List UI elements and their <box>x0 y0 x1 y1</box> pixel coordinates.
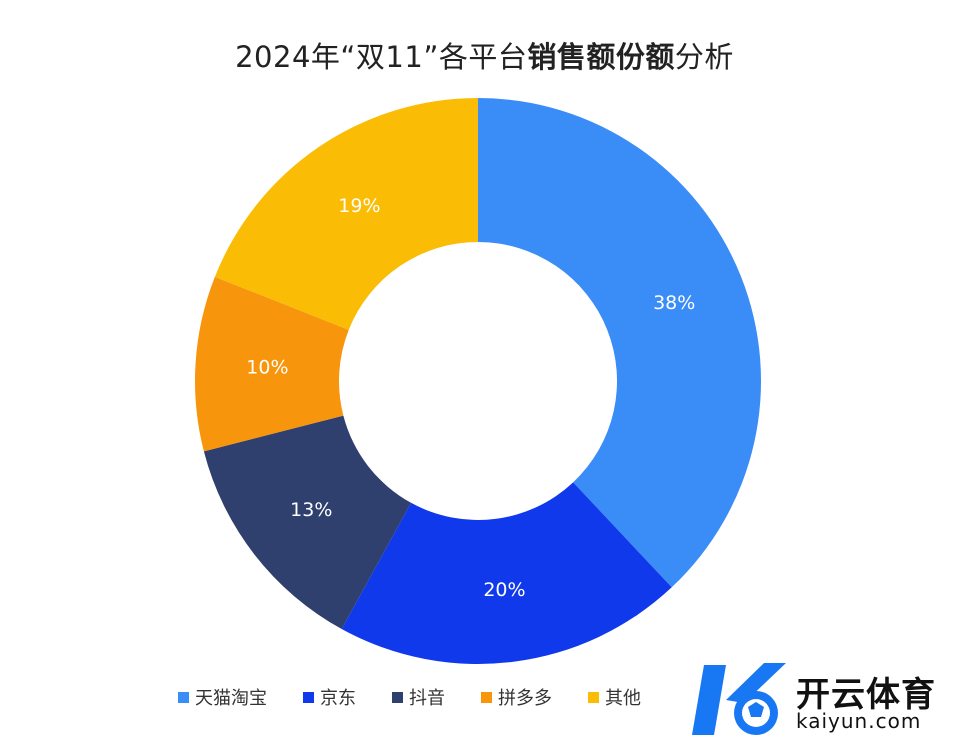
legend-swatch-2 <box>392 691 403 703</box>
watermark-text: 开云体育 <box>796 675 936 715</box>
legend-item-3: 拼多多 <box>481 684 552 710</box>
watermark: 开云体育 kaiyun.com <box>686 655 966 745</box>
slice-label-0: 38% <box>653 292 695 314</box>
slice-label-3: 10% <box>246 356 288 378</box>
title-suffix: 分析 <box>674 40 734 74</box>
legend-item-2: 抖音 <box>392 684 445 710</box>
slice-3 <box>195 276 349 452</box>
watermark-logo-icon <box>692 663 786 735</box>
watermark-url: kaiyun.com <box>796 709 922 733</box>
legend-label-2: 抖音 <box>409 688 445 709</box>
title-prefix: 2024年“双11”各平台 <box>235 40 528 74</box>
legend: 天猫淘宝 京东 抖音 拼多多 其他 <box>178 684 677 710</box>
legend-label-1: 京东 <box>320 688 356 709</box>
legend-swatch-1 <box>303 691 314 703</box>
slice-label-1: 20% <box>483 579 525 601</box>
slice-2 <box>203 415 412 629</box>
slice-1 <box>341 482 672 664</box>
legend-label-3: 拼多多 <box>498 688 552 709</box>
legend-item-0: 天猫淘宝 <box>178 684 267 710</box>
legend-swatch-4 <box>588 691 599 703</box>
legend-item-1: 京东 <box>303 684 356 710</box>
title-bold: 销售额份额 <box>527 40 675 74</box>
slice-label-2: 13% <box>290 499 332 521</box>
slice-label-4: 19% <box>338 195 380 217</box>
legend-label-4: 其他 <box>605 688 641 709</box>
legend-label-0: 天猫淘宝 <box>195 688 267 709</box>
legend-swatch-3 <box>481 691 492 703</box>
chart-title: 2024年“双11”各平台销售额份额分析 <box>0 34 969 76</box>
legend-swatch-0 <box>178 691 189 703</box>
slice-4 <box>214 98 478 330</box>
legend-item-4: 其他 <box>588 684 641 710</box>
slice-0 <box>478 98 761 588</box>
